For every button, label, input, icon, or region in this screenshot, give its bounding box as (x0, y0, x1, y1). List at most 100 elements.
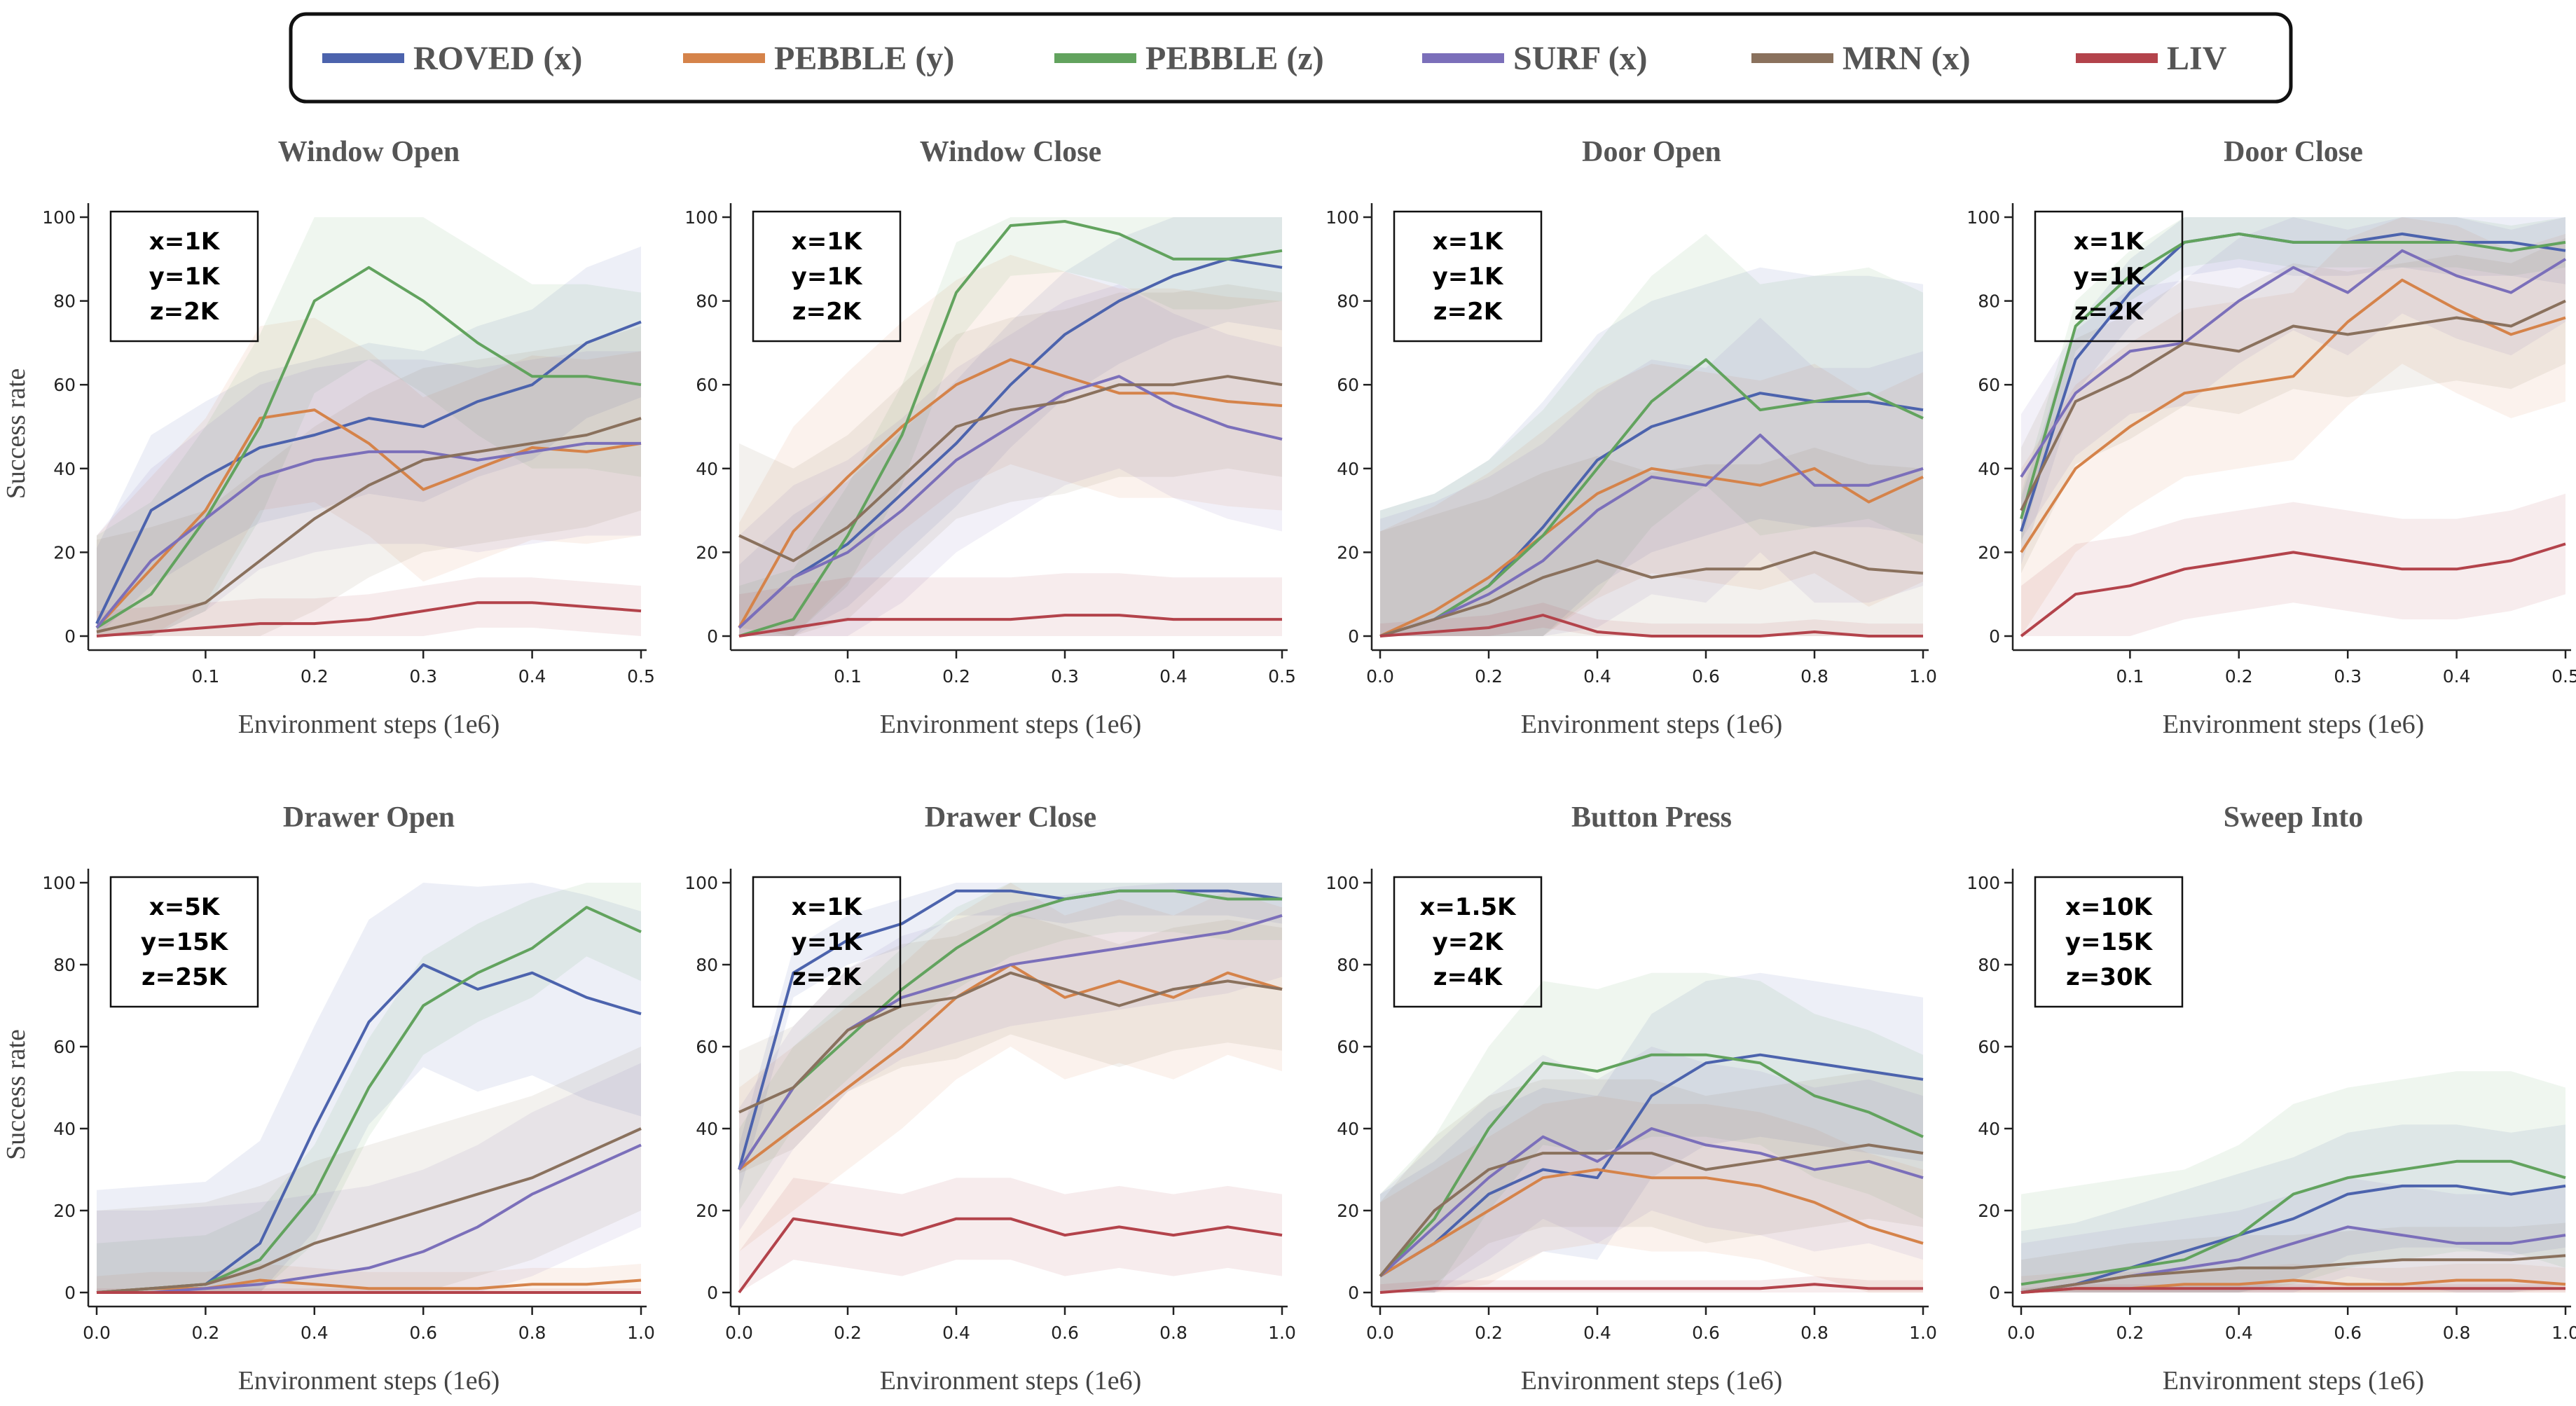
y-tick-label: 20 (1337, 542, 1359, 563)
hyperparameter-box-frame (109, 876, 259, 1008)
legend-entry: PEBBLE (y) (683, 40, 954, 77)
x-tick-label: 0.5 (1268, 666, 1296, 687)
x-tick-label: 1.0 (1909, 1323, 1937, 1343)
x-axis-label: Environment steps (1e6) (1521, 710, 1783, 739)
y-tick-label: 40 (1337, 1119, 1359, 1139)
x-tick-label: 0.8 (2443, 1323, 2471, 1343)
confidence-band (739, 883, 1282, 1211)
confidence-band (739, 284, 1282, 636)
y-tick-label: 80 (1337, 955, 1359, 975)
hyperparameter-box-frame (2034, 210, 2184, 343)
confidence-band (2021, 217, 2565, 540)
confidence-band (739, 254, 1282, 636)
y-tick-label: 80 (1978, 291, 2000, 312)
x-tick-label: 0.0 (1366, 1323, 1394, 1343)
y-tick-label: 60 (1978, 375, 2000, 395)
hyperparameter-box: x=1K y=1K z=2K (109, 210, 259, 343)
confidence-band (97, 246, 641, 636)
y-tick-label: 60 (1337, 1037, 1359, 1057)
hyperparameter-line: z=2K (2074, 298, 2144, 326)
y-tick-label: 40 (53, 1119, 76, 1139)
confidence-band (1380, 1096, 1923, 1293)
hyperparameter-line: y=1K (1433, 263, 1504, 291)
series-line (738, 889, 1283, 1171)
y-tick-label: 0 (64, 626, 76, 647)
hyperparameter-box-frame (2034, 876, 2184, 1008)
x-tick-label: 0.2 (942, 666, 970, 687)
x-tick-label: 0.2 (192, 1323, 220, 1343)
y-tick-label: 80 (696, 291, 718, 312)
confidence-band (97, 1047, 641, 1293)
legend-entry: ROVED (x) (322, 40, 582, 77)
series-line (96, 601, 642, 637)
subplot: 0.1 0.2 0.3 0.4 0.5 0 20 40 60 80 100 Door Close Env… (1967, 136, 2576, 739)
series-line (2020, 542, 2566, 637)
y-tick-label: 100 (1967, 207, 2000, 228)
y-tick-label: 60 (53, 1037, 76, 1057)
x-tick-label: 0.1 (834, 666, 862, 687)
hyperparameter-line: x=10K (2065, 893, 2154, 921)
legend-label: MRN (x) (1843, 40, 1971, 77)
y-tick-label: 100 (42, 873, 76, 893)
x-axis-label: Environment steps (1e6) (1521, 1366, 1783, 1395)
subplot: 0.1 0.2 0.3 0.4 0.5 0 20 40 60 80 100 Window Open En… (1, 136, 655, 739)
confidence-band (1380, 364, 1923, 636)
x-axis-label: Environment steps (1e6) (238, 1366, 500, 1395)
subplot-title: Window Open (278, 136, 460, 168)
y-axis-label: Success rate (1, 1029, 31, 1160)
y-tick-label: 100 (42, 207, 76, 228)
hyperparameter-box-frame (1393, 210, 1543, 343)
series-line (2020, 1159, 2566, 1286)
series-line (738, 1217, 1283, 1294)
subplot-title: Door Close (2224, 136, 2363, 168)
series-line (738, 614, 1282, 637)
confidence-band (739, 883, 1282, 1232)
y-tick-label: 60 (1337, 375, 1359, 395)
x-tick-label: 0.8 (1800, 1323, 1828, 1343)
x-tick-label: 0.5 (2551, 666, 2576, 687)
hyperparameter-box: x=1K y=1K z=2K (1393, 210, 1543, 343)
y-tick-label: 20 (53, 542, 76, 563)
y-tick-label: 80 (53, 955, 76, 975)
subplot: 0.1 0.2 0.3 0.4 0.5 0 20 40 60 80 100 Window Close E… (684, 136, 1296, 739)
series-line (1379, 1127, 1924, 1278)
legend-label: ROVED (x) (413, 40, 582, 77)
y-tick-label: 60 (53, 375, 76, 395)
series-line (738, 971, 1283, 1114)
y-tick-label: 20 (1978, 542, 2000, 563)
y-tick-label: 0 (707, 1283, 718, 1303)
y-tick-label: 0 (1989, 1283, 2000, 1303)
x-tick-label: 0.3 (1051, 666, 1079, 687)
subplot-title: Drawer Close (925, 801, 1096, 834)
series-line (1379, 1283, 1923, 1294)
x-tick-label: 0.5 (627, 666, 655, 687)
series-line (2020, 249, 2567, 478)
x-tick-label: 0.2 (301, 666, 329, 687)
x-tick-label: 0.4 (2225, 1323, 2253, 1343)
x-tick-label: 0.8 (518, 1323, 546, 1343)
legend-entry: SURF (x) (1422, 40, 1648, 77)
series-line (95, 441, 641, 629)
series-line (2020, 1184, 2566, 1294)
y-tick-label: 100 (684, 873, 718, 893)
legend-label: PEBBLE (z) (1145, 40, 1324, 77)
series-line (1379, 1053, 1924, 1278)
series-line (738, 375, 1283, 563)
x-axis-label: Environment steps (1e6) (880, 710, 1142, 739)
confidence-band (2021, 493, 2565, 636)
hyperparameter-box-frame (109, 210, 259, 343)
y-tick-label: 0 (64, 1283, 76, 1303)
confidence-band (2021, 1071, 2565, 1293)
confidence-band (97, 577, 641, 636)
subplot: 0.0 0.2 0.4 0.6 0.8 1.0 0 20 40 60 80 100 Button Pre… (1325, 801, 1937, 1395)
series-line (1379, 1168, 1924, 1278)
hyperparameter-line: y=2K (1433, 928, 1504, 956)
x-axis-label: Environment steps (1e6) (880, 1366, 1142, 1395)
y-tick-label: 80 (1337, 291, 1359, 312)
hyperparameter-line: x=1K (2074, 228, 2145, 256)
legend-frame (289, 12, 2293, 104)
hyperparameter-line: x=1K (792, 893, 863, 921)
x-axis-label: Environment steps (1e6) (2163, 1366, 2425, 1395)
legend-entry: LIV (2076, 40, 2227, 77)
